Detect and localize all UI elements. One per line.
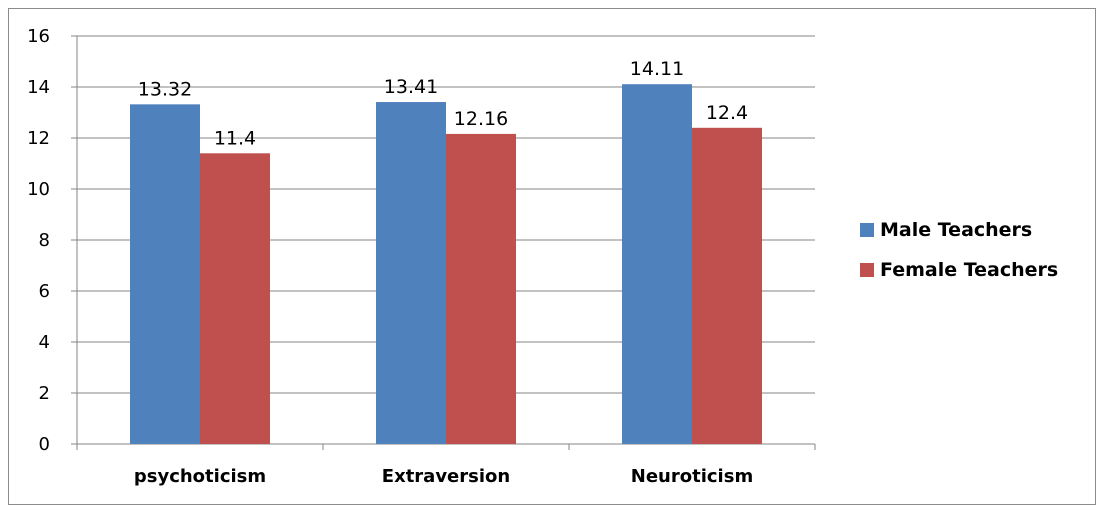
data-label: 11.4 <box>214 127 256 149</box>
category-label: Extraversion <box>382 466 510 487</box>
y-tick-label: 14 <box>27 77 50 98</box>
bar-male <box>130 104 200 444</box>
y-tick-label: 8 <box>39 230 50 251</box>
y-tick-label: 10 <box>27 179 50 200</box>
bar-female <box>446 133 516 445</box>
y-tick-label: 2 <box>39 383 50 404</box>
bar-male <box>622 84 692 444</box>
bar-male <box>376 102 446 445</box>
legend-swatch-female <box>860 263 874 277</box>
bar-female <box>692 127 762 445</box>
bar-female <box>200 153 270 445</box>
y-tick-label: 6 <box>39 281 50 302</box>
y-tick-label: 0 <box>39 434 50 455</box>
category-label: psychoticism <box>134 466 266 487</box>
y-tick-label: 16 <box>27 26 50 47</box>
y-tick-label: 4 <box>39 332 50 353</box>
y-tick-label: 12 <box>27 128 50 149</box>
category-label: Neuroticism <box>631 466 753 487</box>
legend-label-male: Male Teachers <box>880 219 1033 241</box>
data-label: 13.32 <box>138 78 192 100</box>
legend-swatch-male <box>860 223 874 237</box>
legend-item-male: Male Teachers <box>860 218 1058 242</box>
data-label: 12.4 <box>706 102 748 124</box>
legend: Male Teachers Female Teachers <box>860 218 1058 298</box>
legend-item-female: Female Teachers <box>860 258 1058 282</box>
data-label: 13.41 <box>384 76 438 98</box>
data-label: 12.16 <box>454 108 508 130</box>
legend-label-female: Female Teachers <box>880 259 1059 281</box>
data-label: 14.11 <box>630 58 684 80</box>
